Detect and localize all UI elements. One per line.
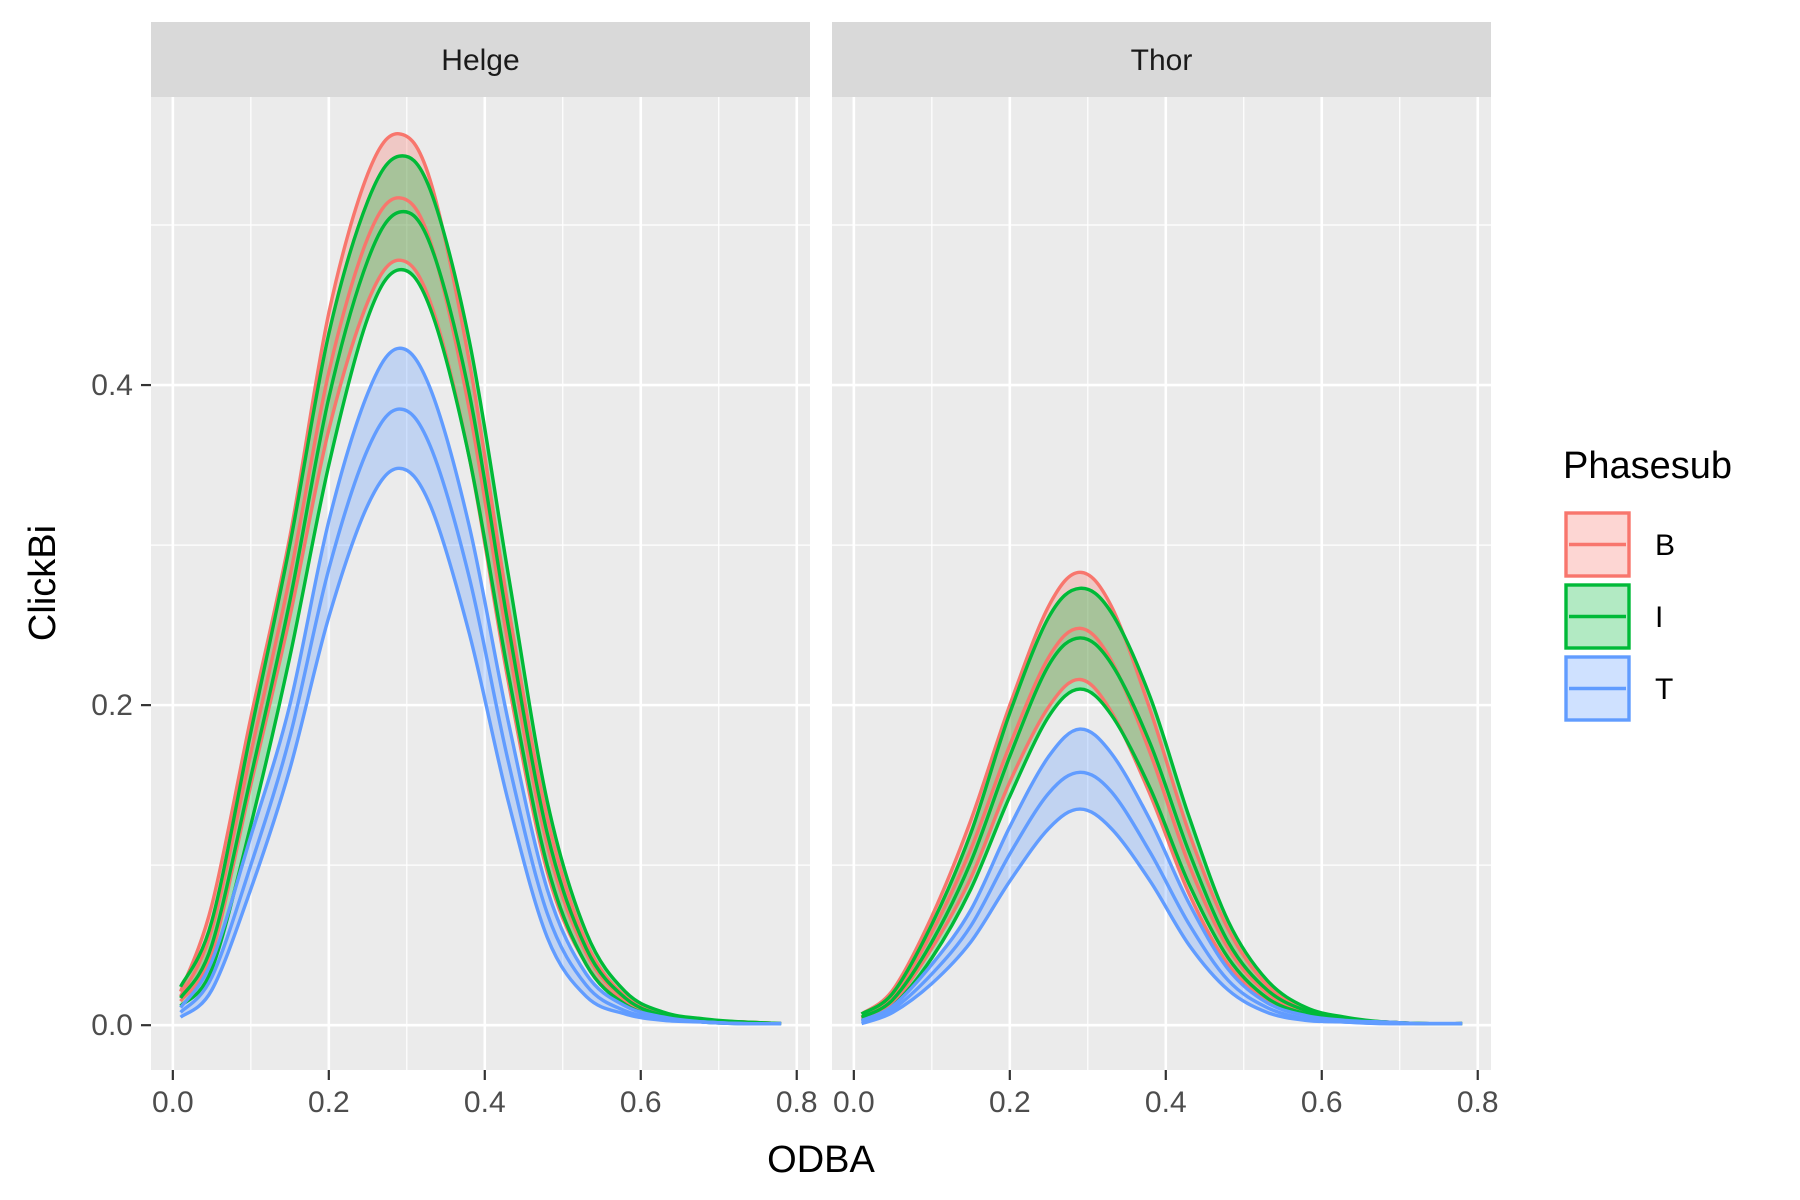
strip-background xyxy=(151,22,810,97)
line-T-upper-thor xyxy=(860,727,1463,1026)
x-tick-label: 0.0 xyxy=(152,1086,194,1119)
y-tick-label: 0.2 xyxy=(91,689,133,722)
legend-key-B: B xyxy=(1563,510,1675,579)
line-I-upper-helge xyxy=(179,154,782,1026)
y-axis: 0.0 0.2 0.4 xyxy=(91,369,151,1042)
line-I-fit-helge xyxy=(179,209,782,1026)
x-tick-label: 0.6 xyxy=(1301,1086,1343,1119)
panel-background xyxy=(832,97,1491,1070)
legend: Phasesub B I T xyxy=(1563,445,1732,723)
x-tick-label: 0.4 xyxy=(464,1086,506,1119)
legend-label: B xyxy=(1655,529,1675,562)
line-T-lower-helge xyxy=(179,466,782,1026)
y-tick-label: 0.4 xyxy=(91,369,133,402)
band-I-thor xyxy=(861,588,1463,1024)
x-tick-label: 0.0 xyxy=(833,1086,875,1119)
legend-key-T: T xyxy=(1563,654,1673,723)
series-lines xyxy=(179,132,782,1026)
strip-label: Thor xyxy=(1131,44,1193,77)
legend-label: I xyxy=(1655,601,1663,634)
y-axis-title: ClickBi xyxy=(22,525,64,641)
grid-lines xyxy=(151,97,810,1070)
legend-title: Phasesub xyxy=(1563,445,1732,487)
line-T-fit-helge xyxy=(179,407,782,1026)
grid-lines xyxy=(832,97,1491,1070)
x-tick-label: 0.2 xyxy=(989,1086,1031,1119)
band-B-helge xyxy=(180,133,782,1024)
x-axis-title: ODBA xyxy=(767,1139,875,1181)
x-tick-label: 0.8 xyxy=(1457,1086,1499,1119)
band-B-thor xyxy=(861,572,1463,1024)
legend-key-I: I xyxy=(1563,582,1663,651)
x-tick-label: 0.8 xyxy=(776,1086,818,1119)
line-I-upper-thor xyxy=(860,586,1463,1026)
legend-label: T xyxy=(1655,673,1673,706)
facet-panel-helge: Helge 0.0 0.2 0.4 0.6 0.8 xyxy=(151,22,818,1119)
x-tick-label: 0.2 xyxy=(308,1086,350,1119)
facet-panel-thor: Thor 0.0 0.2 0.4 0.6 0.8 xyxy=(832,22,1499,1119)
band-I-helge xyxy=(180,155,782,1024)
strip-background xyxy=(832,22,1491,97)
series-lines xyxy=(860,570,1463,1026)
legend-keys: B I T xyxy=(1563,510,1675,723)
x-axis: 0.0 0.2 0.4 0.6 0.8 xyxy=(833,1070,1499,1119)
strip-label: Helge xyxy=(441,44,519,77)
x-axis: 0.0 0.2 0.4 0.6 0.8 xyxy=(152,1070,818,1119)
x-tick-label: 0.6 xyxy=(620,1086,662,1119)
x-tick-label: 0.4 xyxy=(1145,1086,1187,1119)
y-tick-label: 0.0 xyxy=(91,1009,133,1042)
line-T-upper-helge xyxy=(179,346,782,1026)
